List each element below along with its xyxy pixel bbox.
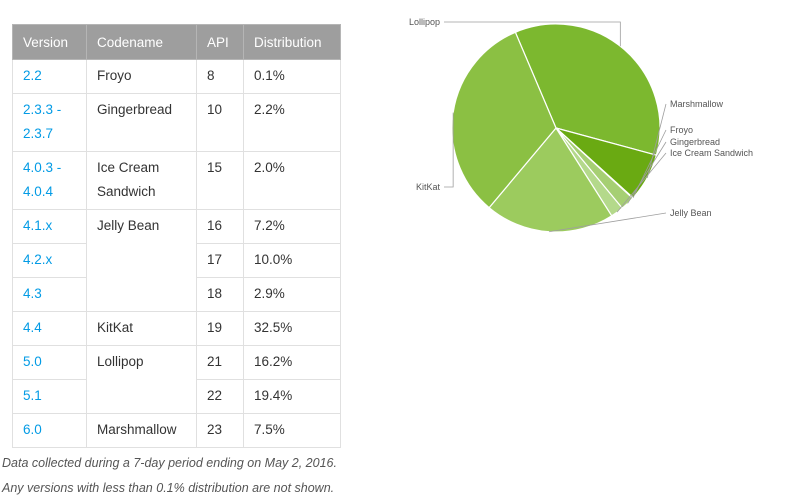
header-codename: Codename — [86, 24, 197, 60]
codename-cell: Froyo — [86, 59, 197, 94]
pie-leader-line-kitkat — [444, 112, 454, 188]
version-label: 2.3.3 - 2.3.7 — [23, 102, 62, 141]
codename-cell: KitKat — [86, 311, 197, 346]
table-row: 6.0 Marshmallow 23 7.5% — [12, 413, 341, 448]
codename-cell: Gingerbread — [86, 93, 197, 152]
table-row: 4.1.x Jelly Bean 16 7.2% — [12, 209, 341, 312]
pie-leader-line-gingerbread — [627, 141, 667, 204]
pie-label-lollipop: Lollipop — [409, 17, 440, 27]
distribution-cell: 2.9% — [243, 277, 341, 312]
api-cell: 8 — [196, 59, 244, 94]
distribution-cell: 19.4% — [243, 379, 341, 414]
api-cell: 21 — [196, 345, 244, 380]
version-link[interactable]: 4.4 — [12, 311, 87, 346]
api-cell: 23 — [196, 413, 244, 448]
distribution-cell: 10.0% — [243, 243, 341, 278]
version-link[interactable]: 4.0.3 - 4.0.4 — [12, 151, 87, 210]
table-row: 4.0.3 - 4.0.4 Ice Cream Sandwich 15 2.0% — [12, 151, 341, 210]
table-row: 5.0 Lollipop 21 16.2% — [12, 345, 341, 414]
header-version: Version — [12, 24, 87, 60]
pie-label-marshmallow: Marshmallow — [670, 99, 724, 109]
api-cell: 22 — [196, 379, 244, 414]
pie-label-gingerbread: Gingerbread — [670, 137, 720, 147]
table-row: 4.4 KitKat 19 32.5% — [12, 311, 341, 346]
header-distribution: Distribution — [243, 24, 341, 60]
api-cell: 10 — [196, 93, 244, 152]
api-cell: 19 — [196, 311, 244, 346]
distribution-cell: 32.5% — [243, 311, 341, 346]
distribution-cell: 2.2% — [243, 93, 341, 152]
distribution-cell: 7.5% — [243, 413, 341, 448]
pie-leader-line-lollipop — [444, 21, 621, 47]
table-header-row: Version Codename API Distribution — [12, 24, 341, 60]
footnote-threshold: Any versions with less than 0.1% distrib… — [2, 481, 335, 495]
header-api: API — [196, 24, 244, 60]
pie-leader-line-jelly-bean — [549, 212, 667, 233]
version-link[interactable]: 2.3.3 - 2.3.7 — [12, 93, 87, 152]
pie-label-ice-cream-sandwich: Ice Cream Sandwich — [670, 148, 753, 158]
codename-cell: Lollipop — [86, 345, 197, 414]
version-link[interactable]: 5.0 — [12, 345, 87, 380]
table-row: 2.2 Froyo 8 0.1% — [12, 59, 341, 94]
version-link[interactable]: 4.2.x — [12, 243, 87, 278]
api-cell: 15 — [196, 151, 244, 210]
version-link[interactable]: 5.1 — [12, 379, 87, 414]
pie-leader-line-marshmallow — [646, 103, 667, 178]
distribution-table: Version Codename API Distribution 2.2 Fr… — [12, 24, 341, 448]
codename-cell: Ice Cream Sandwich — [86, 151, 197, 210]
version-link[interactable]: 2.2 — [12, 59, 87, 94]
codename-cell: Jelly Bean — [86, 209, 197, 312]
version-label: 4.0.3 - 4.0.4 — [23, 160, 62, 199]
distribution-cell: 16.2% — [243, 345, 341, 380]
table-row: 4.3 18 2.9% — [12, 277, 341, 312]
codename-cell: Marshmallow — [86, 413, 197, 448]
api-cell: 18 — [196, 277, 244, 312]
pie-label-jelly-bean: Jelly Bean — [670, 208, 712, 218]
footnote-data-collected: Data collected during a 7-day period end… — [2, 456, 337, 470]
distribution-cell: 0.1% — [243, 59, 341, 94]
version-link[interactable]: 4.3 — [12, 277, 87, 312]
pie-label-kitkat: KitKat — [416, 182, 441, 192]
table-row: 4.2.x 17 10.0% — [12, 243, 341, 278]
codename-label: Ice Cream Sandwich — [97, 160, 160, 199]
version-link[interactable]: 4.1.x — [12, 209, 87, 244]
version-link[interactable]: 6.0 — [12, 413, 87, 448]
distribution-cell: 7.2% — [243, 209, 341, 244]
api-cell: 17 — [196, 243, 244, 278]
pie-label-froyo: Froyo — [670, 125, 693, 135]
table-row: 5.1 22 19.4% — [12, 379, 341, 414]
pie-leader-line-ice-cream-sandwich — [616, 152, 667, 213]
distribution-cell: 2.0% — [243, 151, 341, 210]
table-row: 2.3.3 - 2.3.7 Gingerbread 10 2.2% — [12, 93, 341, 152]
api-cell: 16 — [196, 209, 244, 244]
